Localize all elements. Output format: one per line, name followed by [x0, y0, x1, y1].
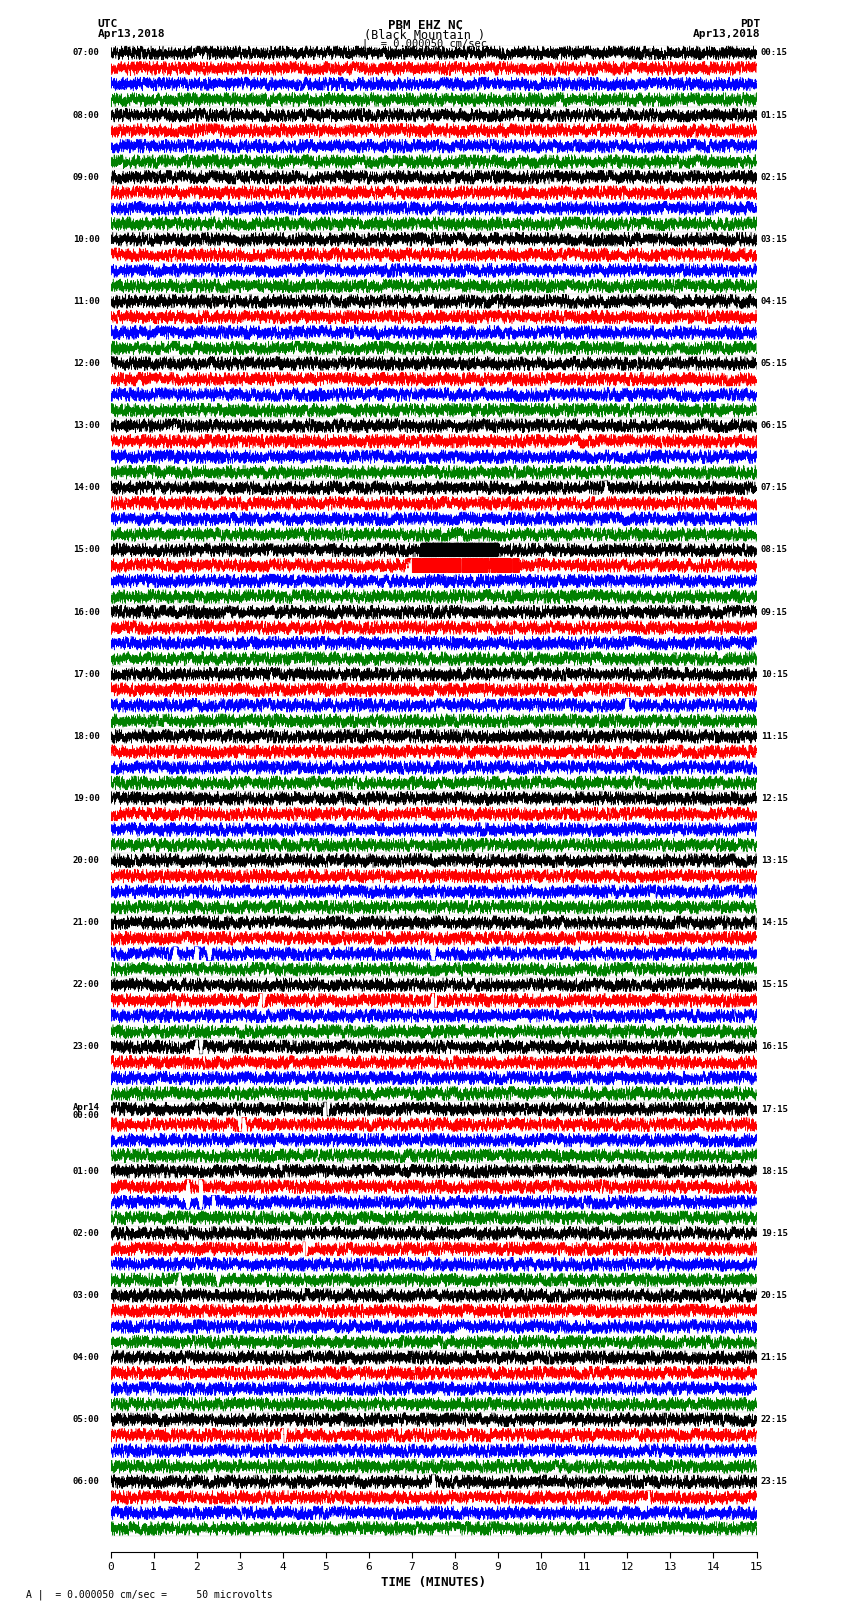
Text: 03:00: 03:00: [73, 1290, 99, 1300]
Text: 10:15: 10:15: [761, 669, 788, 679]
Text: 18:15: 18:15: [761, 1166, 788, 1176]
Text: 14:15: 14:15: [761, 918, 788, 927]
Text: 00:15: 00:15: [761, 48, 788, 58]
Text: 01:15: 01:15: [761, 111, 788, 119]
Text: 05:15: 05:15: [761, 360, 788, 368]
Text: 09:00: 09:00: [73, 173, 99, 182]
Text: Apr14: Apr14: [73, 1103, 99, 1111]
Text: Apr13,2018: Apr13,2018: [694, 29, 761, 39]
Text: 06:00: 06:00: [73, 1478, 99, 1486]
Text: 13:00: 13:00: [73, 421, 99, 431]
Text: 12:00: 12:00: [73, 360, 99, 368]
Text: 04:15: 04:15: [761, 297, 788, 306]
Text: 23:00: 23:00: [73, 1042, 99, 1052]
Text: Apr13,2018: Apr13,2018: [98, 29, 165, 39]
Text: 03:15: 03:15: [761, 235, 788, 244]
Text: 15:15: 15:15: [761, 981, 788, 989]
Text: 15:00: 15:00: [73, 545, 99, 555]
Text: 04:00: 04:00: [73, 1353, 99, 1361]
Text: 14:00: 14:00: [73, 484, 99, 492]
Text: 09:15: 09:15: [761, 608, 788, 616]
Text: 16:00: 16:00: [73, 608, 99, 616]
Text: 07:15: 07:15: [761, 484, 788, 492]
Text: A |  = 0.000050 cm/sec =     50 microvolts: A | = 0.000050 cm/sec = 50 microvolts: [26, 1589, 272, 1600]
Text: PDT: PDT: [740, 19, 761, 29]
Text: 08:00: 08:00: [73, 111, 99, 119]
Text: 10:00: 10:00: [73, 235, 99, 244]
Text: 16:15: 16:15: [761, 1042, 788, 1052]
Text: 18:00: 18:00: [73, 732, 99, 740]
Text: 13:15: 13:15: [761, 857, 788, 865]
Text: 17:00: 17:00: [73, 669, 99, 679]
Text: 19:00: 19:00: [73, 794, 99, 803]
Text: 05:00: 05:00: [73, 1415, 99, 1424]
X-axis label: TIME (MINUTES): TIME (MINUTES): [381, 1576, 486, 1589]
Text: 21:15: 21:15: [761, 1353, 788, 1361]
Text: 11:15: 11:15: [761, 732, 788, 740]
Text: 12:15: 12:15: [761, 794, 788, 803]
Text: 06:15: 06:15: [761, 421, 788, 431]
Text: PBM EHZ NC: PBM EHZ NC: [388, 19, 462, 32]
Text: 19:15: 19:15: [761, 1229, 788, 1237]
Text: 07:00: 07:00: [73, 48, 99, 58]
Text: |  = 0.000050 cm/sec: | = 0.000050 cm/sec: [362, 39, 488, 50]
Text: 22:15: 22:15: [761, 1415, 788, 1424]
Text: 20:15: 20:15: [761, 1290, 788, 1300]
Text: 02:15: 02:15: [761, 173, 788, 182]
Text: 08:15: 08:15: [761, 545, 788, 555]
Text: 22:00: 22:00: [73, 981, 99, 989]
Text: 00:00: 00:00: [73, 1111, 99, 1119]
Text: 02:00: 02:00: [73, 1229, 99, 1237]
Text: 21:00: 21:00: [73, 918, 99, 927]
Text: 20:00: 20:00: [73, 857, 99, 865]
Text: (Black Mountain ): (Black Mountain ): [365, 29, 485, 42]
Text: 23:15: 23:15: [761, 1478, 788, 1486]
Text: UTC: UTC: [98, 19, 118, 29]
Text: 01:00: 01:00: [73, 1166, 99, 1176]
Text: 17:15: 17:15: [761, 1105, 788, 1113]
Text: 11:00: 11:00: [73, 297, 99, 306]
